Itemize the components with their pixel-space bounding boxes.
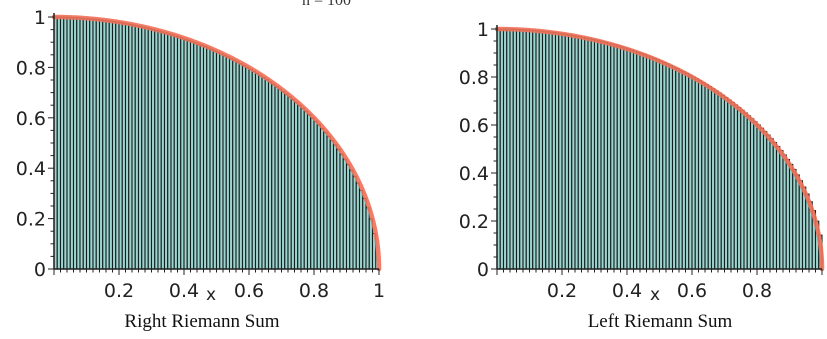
x-tick-label: 0.4 xyxy=(169,280,199,302)
y-tick-label: 0.4 xyxy=(459,163,489,185)
y-tick-label: 0.2 xyxy=(459,211,489,233)
x-tick-label: 0.2 xyxy=(104,280,134,302)
x-tick-label: 0.2 xyxy=(547,280,577,302)
tick-labels-group: 0.2 0.4 0.6 0.8 0 0.2 0.4 0.6 0.8 1 xyxy=(459,19,772,302)
left-riemann-chart: 0.2 0.4 0.6 0.8 0 0.2 0.4 0.6 0.8 1 x Left Rieman… xyxy=(459,19,825,332)
y-tick-label: 0.2 xyxy=(16,209,46,231)
x-tick-label: 0.8 xyxy=(742,280,772,302)
bars-group xyxy=(53,16,377,270)
right-riemann-chart: 0.2 0.4 0.6 0.8 1 0 0.2 0.4 0.6 0.8 1 x Right Riem… xyxy=(16,7,385,332)
y-tick-label: 0.8 xyxy=(459,67,489,89)
tick-labels-group: 0.2 0.4 0.6 0.8 1 0 0.2 0.4 0.6 0.8 1 xyxy=(16,7,385,302)
curve-line xyxy=(494,26,825,272)
bars-group xyxy=(496,28,823,270)
y-tick-label: 0 xyxy=(477,259,489,281)
header-fragment: n = 100 xyxy=(302,0,351,9)
y-tick-label: 0 xyxy=(34,259,46,281)
curve-line xyxy=(51,14,382,272)
axes-group xyxy=(48,13,380,275)
x-tick-label: 0.6 xyxy=(677,280,707,302)
x-tick-label: 0.6 xyxy=(234,280,264,302)
y-tick-label: 0.6 xyxy=(459,115,489,137)
y-tick-label: 0.4 xyxy=(16,158,46,180)
chart-caption: Right Riemann Sum xyxy=(124,311,279,332)
y-tick-label: 1 xyxy=(477,19,489,41)
y-tick-label: 0.6 xyxy=(16,108,46,130)
x-tick-label: 0.4 xyxy=(612,280,642,302)
x-tick-label: 1 xyxy=(373,280,385,302)
x-tick-label: 0.8 xyxy=(299,280,329,302)
y-tick-label: 1 xyxy=(34,7,46,29)
x-axis-label: x xyxy=(206,285,216,305)
chart-caption: Left Riemann Sum xyxy=(588,311,733,332)
x-axis-label: x xyxy=(650,285,660,305)
y-tick-label: 0.8 xyxy=(16,57,46,79)
axes-group xyxy=(491,25,823,275)
